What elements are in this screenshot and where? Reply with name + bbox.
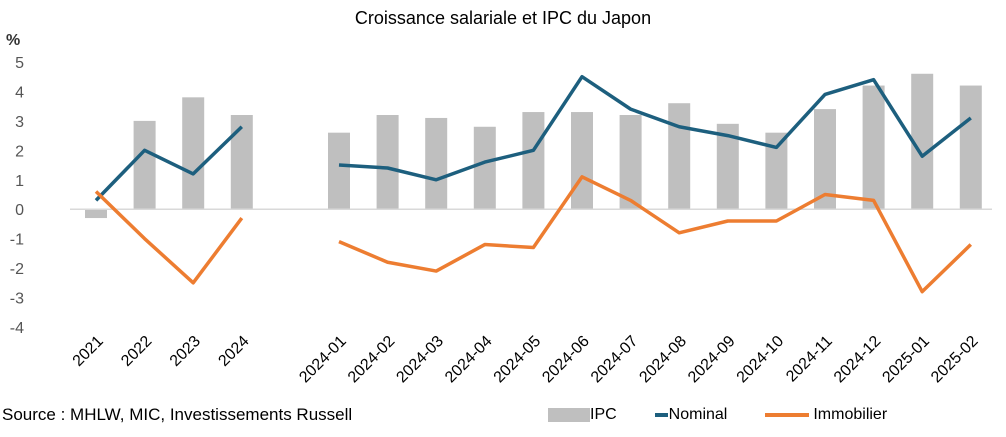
legend-swatch-immobilier <box>765 413 810 417</box>
x-tick-label: 2024-04 <box>442 333 496 387</box>
x-tick-label: 2024-08 <box>636 333 690 387</box>
x-tick-label: 2025-01 <box>879 333 933 387</box>
legend-swatch-nominal <box>654 413 668 417</box>
y-tick-label: 5 <box>15 55 24 72</box>
x-tick-label: 2024-06 <box>539 333 593 387</box>
x-tick-label: 2024-07 <box>588 333 642 387</box>
bar-ipc <box>765 132 788 210</box>
chart-title: Croissance salariale et IPC du Japon <box>354 8 652 28</box>
bar-ipc <box>716 123 739 210</box>
x-tick-label: 2022 <box>118 333 155 370</box>
bar-ipc <box>328 132 350 210</box>
y-axis-unit: % <box>6 32 21 49</box>
x-tick-label: 2021 <box>70 333 107 370</box>
y-tick-label: 1 <box>15 173 24 190</box>
legend-label-nominal: Nominal <box>668 406 728 423</box>
x-tick-label: 2024 <box>215 333 252 370</box>
x-tick-label: 2024-01 <box>296 333 350 387</box>
bar-ipc <box>182 97 205 210</box>
x-tick-label: 2023 <box>167 333 204 370</box>
line-immobilier <box>338 175 973 294</box>
x-tick-label: 2024-05 <box>491 333 545 387</box>
bar-ipc <box>668 103 691 210</box>
y-tick-label: 4 <box>15 84 24 101</box>
y-tick-label: 2 <box>15 143 24 160</box>
y-tick-label: -1 <box>10 232 24 249</box>
legend-swatch-ipc <box>548 408 590 422</box>
x-tick-label: 2024-03 <box>393 333 447 387</box>
bar-ipc <box>571 112 593 210</box>
y-tick-label: -2 <box>10 261 24 278</box>
bar-ipc <box>814 109 836 210</box>
bar-ipc <box>959 85 982 210</box>
y-tick-label: -3 <box>10 291 24 308</box>
bar-ipc <box>376 115 399 210</box>
line-nominal <box>338 74 972 182</box>
bar-ipc <box>230 115 253 210</box>
line-immobilier <box>94 190 244 285</box>
y-tick-label: 0 <box>15 202 24 219</box>
bar-ipc <box>522 112 545 210</box>
y-tick-label: -4 <box>10 320 24 337</box>
legend-label-immobilier: Immobilier <box>813 406 888 423</box>
legend: IPC Nominal Immobilier <box>548 406 887 424</box>
source-note: Source : MHLW, MIC, Investissements Russ… <box>2 405 353 424</box>
bar-ipc <box>133 120 156 210</box>
x-tick-label: 2024-12 <box>831 333 885 387</box>
x-tick-label: 2024-02 <box>345 333 399 387</box>
x-tick-label: 2024-09 <box>685 333 739 387</box>
bar-ipc <box>911 73 934 210</box>
x-tick-label: 2024-11 <box>783 333 836 386</box>
bar-ipc <box>425 117 448 210</box>
line-nominal <box>94 125 244 202</box>
x-tick-label: 2025-02 <box>928 333 982 387</box>
bar-ipc <box>619 115 642 210</box>
bar-ipc <box>473 126 496 210</box>
legend-label-ipc: IPC <box>590 406 617 423</box>
x-tick-label: 2024-10 <box>734 333 788 387</box>
bar-ipc <box>85 209 107 219</box>
y-tick-label: 3 <box>15 114 24 131</box>
bar-ipc <box>862 85 885 210</box>
